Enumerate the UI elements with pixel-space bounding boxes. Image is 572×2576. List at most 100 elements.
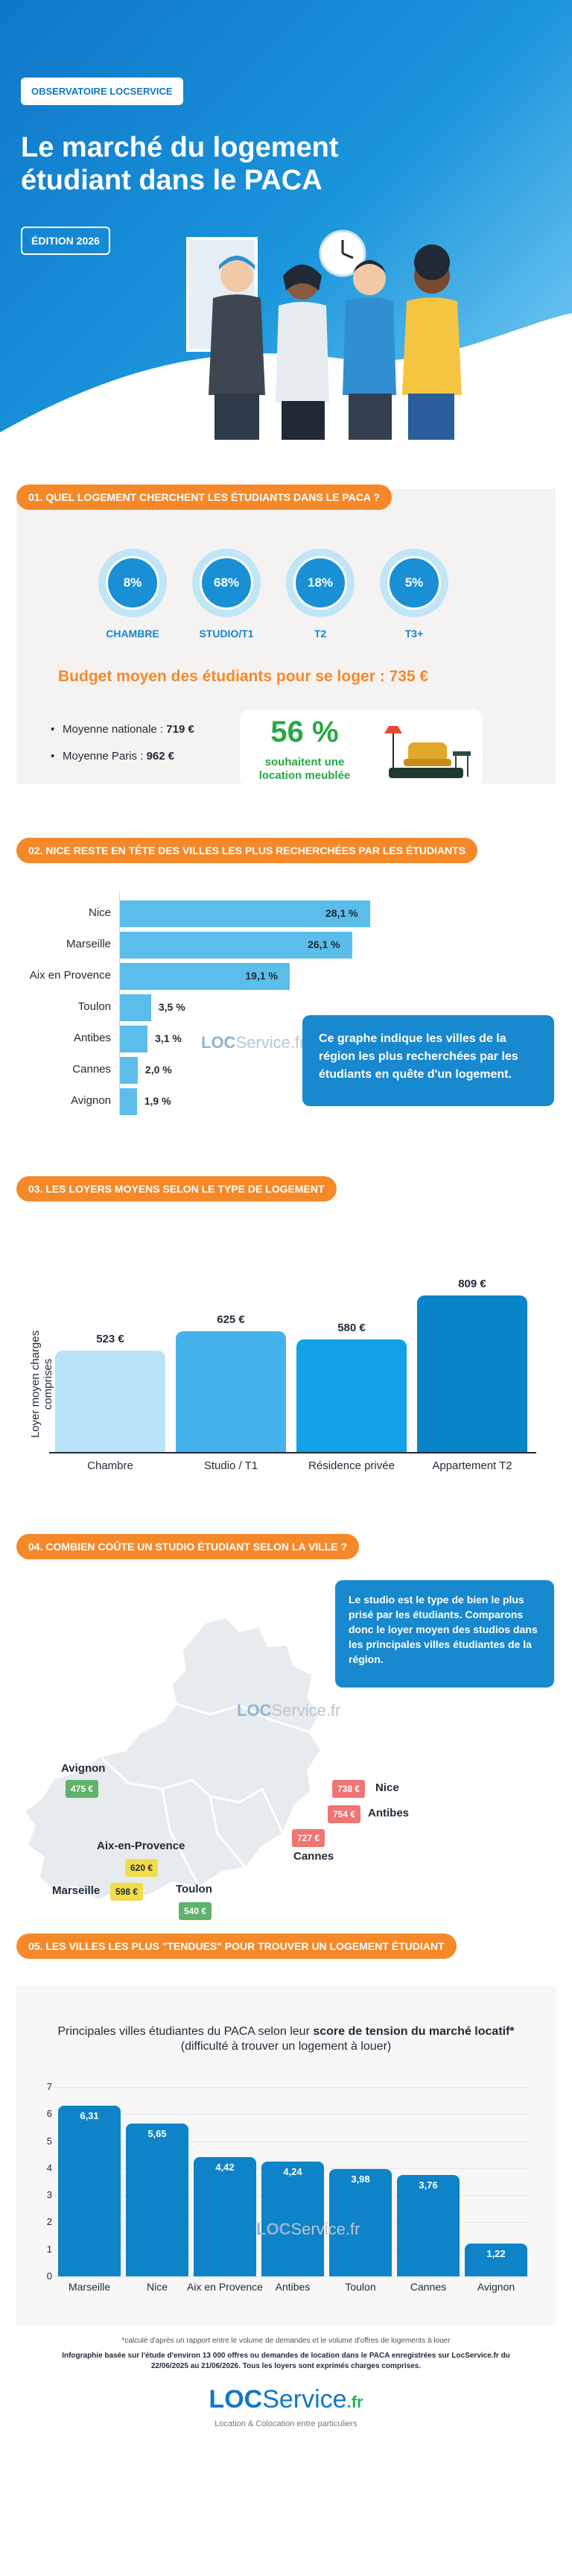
city-name: Avignon bbox=[61, 1762, 106, 1775]
tension-value-label: 3,76 bbox=[419, 2179, 438, 2191]
national-average: Moyenne nationale : 719 € bbox=[51, 723, 194, 736]
rent-category-label: Chambre bbox=[87, 1459, 133, 1472]
hbar-value-label: 1,9 % bbox=[144, 1095, 171, 1107]
section2-note: Ce graphe indique les villes de la régio… bbox=[302, 1015, 554, 1106]
edition-badge: ÉDITION 2026 bbox=[21, 227, 110, 255]
rent-category-label: Résidence privée bbox=[308, 1459, 395, 1472]
tension-bar bbox=[194, 2156, 256, 2276]
hbar-category-label: Antibes bbox=[73, 1032, 111, 1044]
tension-bar bbox=[397, 2174, 460, 2276]
type-circle-t2: 18% bbox=[286, 549, 355, 617]
city-name: Antibes bbox=[368, 1807, 410, 1819]
paris-average-value: 962 € bbox=[146, 750, 175, 763]
rent-category-label: Studio / T1 bbox=[203, 1459, 258, 1472]
tension-bar bbox=[329, 2168, 392, 2276]
hero-title: Le marché du logement étudiant dans le P… bbox=[21, 132, 339, 196]
logo-tagline: Location & Colocation entre particuliers bbox=[214, 2419, 358, 2428]
rent-bar bbox=[55, 1351, 165, 1452]
city-name: Cannes bbox=[293, 1850, 334, 1863]
tension-gridline bbox=[54, 2276, 530, 2277]
section5-title: Principales villes étudiantes du PACA se… bbox=[57, 2025, 515, 2053]
locservice-watermark: LOCService.fr bbox=[201, 1033, 305, 1052]
section4-heading: 04. COMBIEN COÛTE UN STUDIO ÉTUDIANT SEL… bbox=[16, 1534, 360, 1559]
city-studio-price: 738 € bbox=[332, 1780, 366, 1798]
students-illustration bbox=[186, 230, 462, 440]
city-studio-price: 620 € bbox=[125, 1859, 159, 1877]
city-name: Marseille bbox=[52, 1884, 101, 1897]
tension-gridline bbox=[54, 2141, 530, 2142]
national-average-value: 719 € bbox=[166, 723, 194, 736]
tension-y-tick: 3 bbox=[46, 2189, 52, 2201]
section1-heading: 01. QUEL LOGEMENT CHERCHENT LES ÉTUDIANT… bbox=[16, 484, 392, 510]
section3-heading: 03. LES LOYERS MOYENS SELON LE TYPE DE L… bbox=[16, 1176, 337, 1202]
tension-category-label: Antibes bbox=[275, 2281, 311, 2293]
city-name: Nice bbox=[375, 1781, 399, 1794]
tension-y-tick: 5 bbox=[46, 2135, 52, 2147]
hbar-axis bbox=[119, 891, 120, 1115]
type-label: CHAMBRE bbox=[106, 628, 159, 640]
type-value: 68% bbox=[200, 556, 253, 610]
furniture-illustration bbox=[384, 726, 471, 778]
tension-bar bbox=[465, 2243, 527, 2276]
section5-heading: 05. LES VILLES LES PLUS "TENDUES" POUR T… bbox=[16, 1933, 457, 1959]
type-label: STUDIO/T1 bbox=[199, 628, 254, 640]
tension-value-label: 4,42 bbox=[215, 2161, 235, 2173]
city-name: Aix-en-Provence bbox=[97, 1840, 185, 1852]
hbar-bar bbox=[120, 1026, 148, 1052]
hbar-bar bbox=[120, 994, 151, 1021]
hbar-category-label: Cannes bbox=[72, 1063, 111, 1076]
paca-region-map bbox=[22, 1616, 323, 1902]
type-value: 18% bbox=[293, 556, 347, 610]
hbar-bar bbox=[120, 932, 353, 959]
type-label: T2 bbox=[314, 628, 327, 640]
hbar-value-label: 2,0 % bbox=[144, 1064, 172, 1076]
rent-bar bbox=[176, 1330, 286, 1452]
hbar-bar bbox=[120, 1088, 137, 1115]
tension-category-label: Cannes bbox=[410, 2281, 447, 2293]
paris-average-label: Moyenne Paris : bbox=[63, 750, 147, 763]
furnished-percentage: 56 % bbox=[270, 716, 339, 748]
rent-chart-baseline bbox=[49, 1452, 536, 1453]
hbar-category-label: Aix en Provence bbox=[29, 969, 111, 982]
rent-category-label: Appartement T2 bbox=[432, 1459, 512, 1472]
city-studio-price: 475 € bbox=[66, 1780, 99, 1798]
tension-value-label: 4,24 bbox=[283, 2166, 302, 2178]
city-name: Toulon bbox=[176, 1883, 212, 1895]
city-studio-price: 598 € bbox=[110, 1883, 144, 1901]
hero-banner: OBSERVATOIRE LOCSERVICE Le marché du log… bbox=[0, 0, 572, 440]
type-circle-studio: 68% bbox=[192, 549, 261, 617]
hbar-category-label: Marseille bbox=[66, 938, 111, 950]
locservice-watermark: LOCService.fr bbox=[237, 1701, 341, 1720]
hbar-category-label: Avignon bbox=[71, 1094, 111, 1107]
tension-y-tick: 6 bbox=[46, 2108, 52, 2120]
rent-value-label: 523 € bbox=[96, 1333, 124, 1346]
section3-ylabel: Loyer moyen charges comprises bbox=[29, 1330, 54, 1439]
hbar-value-label: 3,1 % bbox=[155, 1032, 182, 1044]
type-value: 8% bbox=[106, 556, 159, 610]
tension-bar bbox=[126, 2123, 188, 2276]
tension-category-label: Avignon bbox=[477, 2281, 515, 2293]
source-note: Infographie basée sur l'étude d'environ … bbox=[62, 2352, 510, 2370]
hbar-value-label: 26,1 % bbox=[308, 938, 340, 950]
tension-bar bbox=[58, 2105, 121, 2276]
furnished-label: souhaitent une location meublée bbox=[258, 756, 351, 782]
rent-value-label: 580 € bbox=[337, 1322, 366, 1335]
section4-note: Le studio est le type de bien le plus pr… bbox=[335, 1580, 554, 1688]
budget-headline: Budget moyen des étudiants pour se loger… bbox=[58, 668, 429, 685]
type-label: T3+ bbox=[404, 628, 424, 640]
hbar-value-label: 19,1 % bbox=[245, 970, 278, 982]
tension-value-label: 3,98 bbox=[351, 2173, 370, 2185]
tension-y-tick: 4 bbox=[46, 2162, 52, 2174]
tension-value-label: 6,31 bbox=[80, 2109, 99, 2121]
city-studio-price: 754 € bbox=[328, 1805, 361, 1823]
tension-bar bbox=[261, 2162, 324, 2276]
hbar-bar bbox=[120, 900, 370, 927]
type-circle-chambre: 8% bbox=[98, 549, 167, 617]
footnote: *calculé d'après un rapport entre le vol… bbox=[121, 2337, 451, 2345]
section2-heading: 02. NICE RESTE EN TÊTE DES VILLES LES PL… bbox=[16, 838, 478, 863]
tension-y-tick: 7 bbox=[46, 2080, 52, 2092]
tension-category-label: Marseille bbox=[68, 2281, 110, 2293]
hbar-value-label: 28,1 % bbox=[325, 907, 358, 919]
paris-average: Moyenne Paris : 962 € bbox=[51, 750, 175, 763]
